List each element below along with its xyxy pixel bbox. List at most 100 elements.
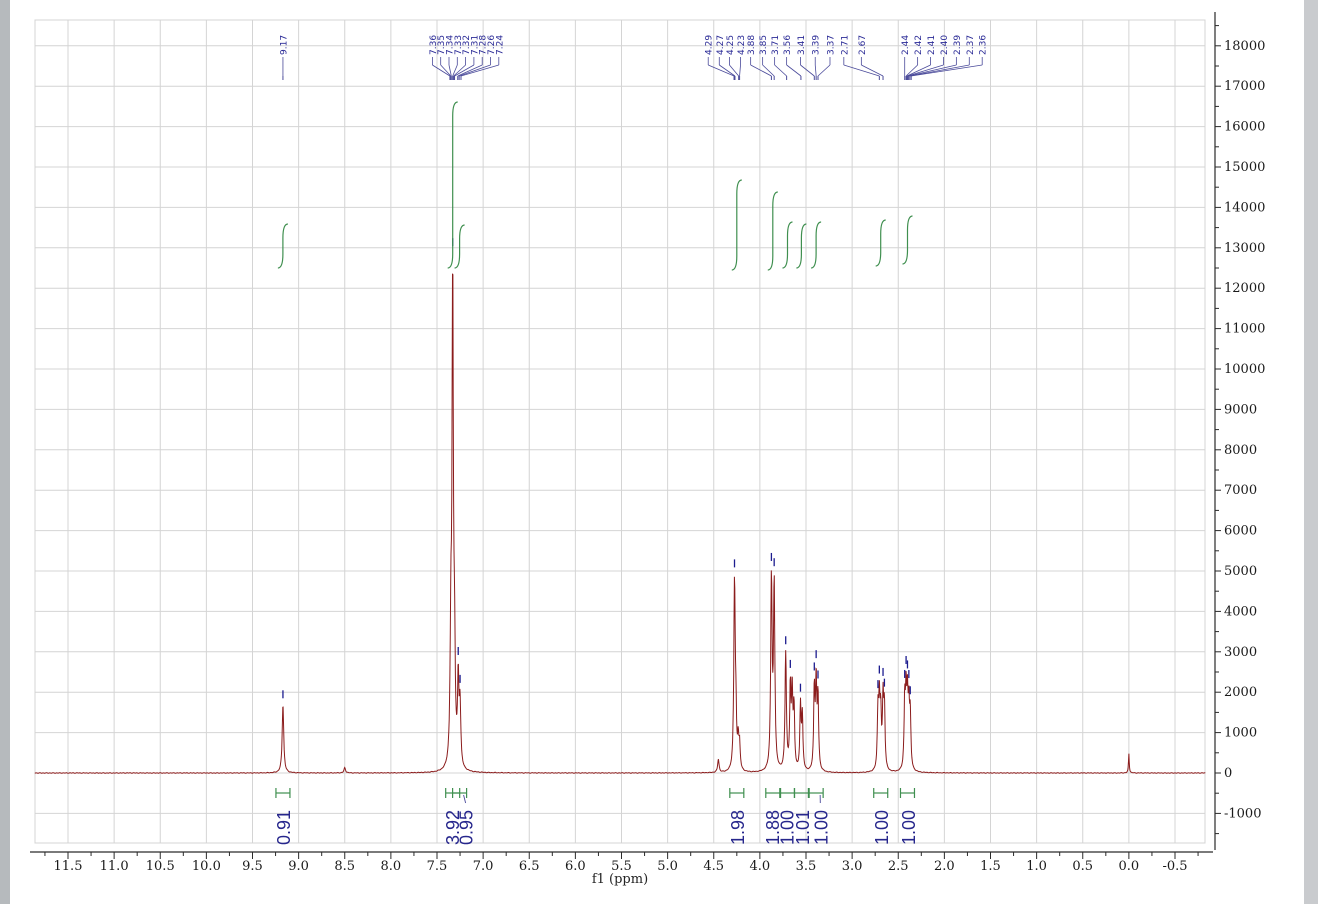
integral-curve [796, 223, 807, 269]
y-tick-label: 0 [1224, 766, 1232, 781]
x-tick-label: 2.0 [934, 859, 955, 874]
peak-labels: 9.17 7.367.357.347.337.327.317.287.267.24… [279, 35, 989, 80]
integral-curve [810, 221, 822, 269]
peak-ppm-label: 9.17 [279, 35, 289, 55]
peak-ppm-label: 2.44 [901, 35, 911, 55]
peak-ppm-label: 7.36 [429, 35, 439, 55]
integral-curve [875, 219, 886, 267]
x-tick-label: -0.5 [1162, 859, 1187, 874]
peak-ppm-label: 3.41 [797, 35, 807, 55]
integral-curve [454, 224, 465, 269]
x-tick-label: 5.0 [657, 859, 678, 874]
y-tick-label: 14000 [1224, 200, 1265, 215]
integral-value: 1.00 [899, 810, 919, 845]
x-tick-label: 2.5 [888, 859, 909, 874]
peak-ppm-label: 2.67 [858, 35, 868, 55]
x-tick-label: 5.5 [611, 859, 632, 874]
peak-ppm-label: 2.37 [966, 35, 976, 55]
x-tick-label: 4.5 [703, 859, 724, 874]
peak-ppm-label: 4.23 [737, 35, 747, 55]
x-tick-label: 9.5 [242, 859, 263, 874]
peak-ppm-label: 7.31 [470, 35, 480, 55]
x-tick-label: 10.5 [146, 859, 175, 874]
x-tick-label: 8.5 [334, 859, 355, 874]
y-tick-label: 18000 [1224, 39, 1265, 54]
peak-ppm-label: 2.39 [953, 35, 963, 55]
integral-value: 0.95 [457, 810, 477, 845]
integral-value: 1.00 [872, 810, 892, 845]
peak-ppm-label: 4.27 [716, 35, 726, 55]
integral-value: 1.01 [793, 810, 813, 845]
peak-ppm-label: 7.33 [454, 35, 464, 55]
peak-ppm-label: 3.56 [783, 35, 793, 55]
integral-value: 1.00 [778, 810, 798, 845]
y-tick-label: 3000 [1224, 645, 1257, 660]
y-tick-label: 7000 [1224, 483, 1257, 498]
peak-ppm-label: 4.25 [726, 35, 736, 55]
integral-value: 1.00 [811, 810, 831, 845]
x-tick-label: 9.0 [288, 859, 309, 874]
x-tick-label: 4.0 [750, 859, 771, 874]
x-tick-label: 3.5 [796, 859, 817, 874]
x-tick-label: 1.0 [1026, 859, 1047, 874]
grid [34, 19, 1206, 844]
x-tick-label: 1.5 [980, 859, 1001, 874]
spectrum-trace [34, 273, 1206, 774]
peak-ppm-label: 4.29 [705, 35, 715, 55]
y-tick-label: 17000 [1224, 79, 1265, 94]
peak-ppm-label: 3.88 [747, 35, 757, 55]
integral-curve [902, 215, 913, 265]
peak-ppm-label: 3.39 [812, 35, 822, 55]
y-tick-label: 16000 [1224, 120, 1265, 135]
peak-ppm-label: 7.26 [487, 35, 497, 55]
y-tick-label: 2000 [1224, 685, 1257, 700]
x-tick-label: 8.0 [381, 859, 402, 874]
peak-ppm-label: 3.37 [827, 35, 837, 55]
x-axis-title: f1 (ppm) [592, 872, 648, 887]
x-axis: 11.5 11.0 10.5 10.0 9.5 9.0 8.5 8.0 7.5 7.0 6.5 6.0… [30, 851, 1213, 874]
y-tick-label: 9000 [1224, 402, 1257, 417]
peak-ppm-label: 7.32 [462, 35, 472, 55]
integral-curve [447, 101, 458, 269]
x-tick-label: 10.0 [192, 859, 221, 874]
x-tick-label: 11.0 [100, 859, 129, 874]
peak-ppm-label: 7.34 [446, 35, 456, 55]
peak-ppm-label: 2.36 [979, 35, 989, 55]
x-tick-label: 3.0 [842, 859, 863, 874]
integral-curve [767, 191, 778, 271]
peak-markers [282, 238, 911, 699]
y-tick-label: -1000 [1224, 806, 1261, 821]
peak-ppm-label: 2.41 [927, 35, 937, 55]
x-tick-label: 0.0 [1119, 859, 1140, 874]
peak-ppm-label: 2.40 [940, 35, 950, 55]
x-tick-label: 7.5 [427, 859, 448, 874]
left-margin-strip [0, 0, 10, 904]
y-tick-label: 4000 [1224, 604, 1257, 619]
y-axis: 18000 17000 16000 15000 14000 13000 12000 11000… [1214, 12, 1265, 850]
peak-ppm-label: 7.35 [437, 35, 447, 55]
integral-curve [277, 223, 289, 269]
y-tick-label: 6000 [1224, 524, 1257, 539]
integral-value: 1.88 [763, 810, 783, 845]
y-tick-label: 5000 [1224, 564, 1257, 579]
integral-value: 3.92 [443, 810, 463, 845]
y-tick-label: 10000 [1224, 362, 1265, 377]
peak-ppm-label: 7.24 [495, 35, 505, 55]
integral-curve [731, 179, 742, 271]
y-tick-label: 11000 [1224, 322, 1265, 337]
peak-ppm-label: 3.85 [759, 35, 769, 55]
y-tick-label: 13000 [1224, 241, 1265, 256]
peak-ppm-label: 2.42 [914, 35, 924, 55]
integral-curves [277, 101, 913, 271]
peak-ppm-label: 2.71 [840, 35, 850, 55]
integral-curve [782, 221, 793, 269]
y-tick-label: 1000 [1224, 726, 1257, 741]
y-tick-label: 12000 [1224, 281, 1265, 296]
integral-value: 0.91 [274, 810, 294, 845]
integral-value: 1.98 [728, 810, 748, 845]
peak-ppm-label: 7.28 [479, 35, 489, 55]
x-tick-label: 6.5 [519, 859, 540, 874]
x-tick-label: 11.5 [54, 859, 83, 874]
